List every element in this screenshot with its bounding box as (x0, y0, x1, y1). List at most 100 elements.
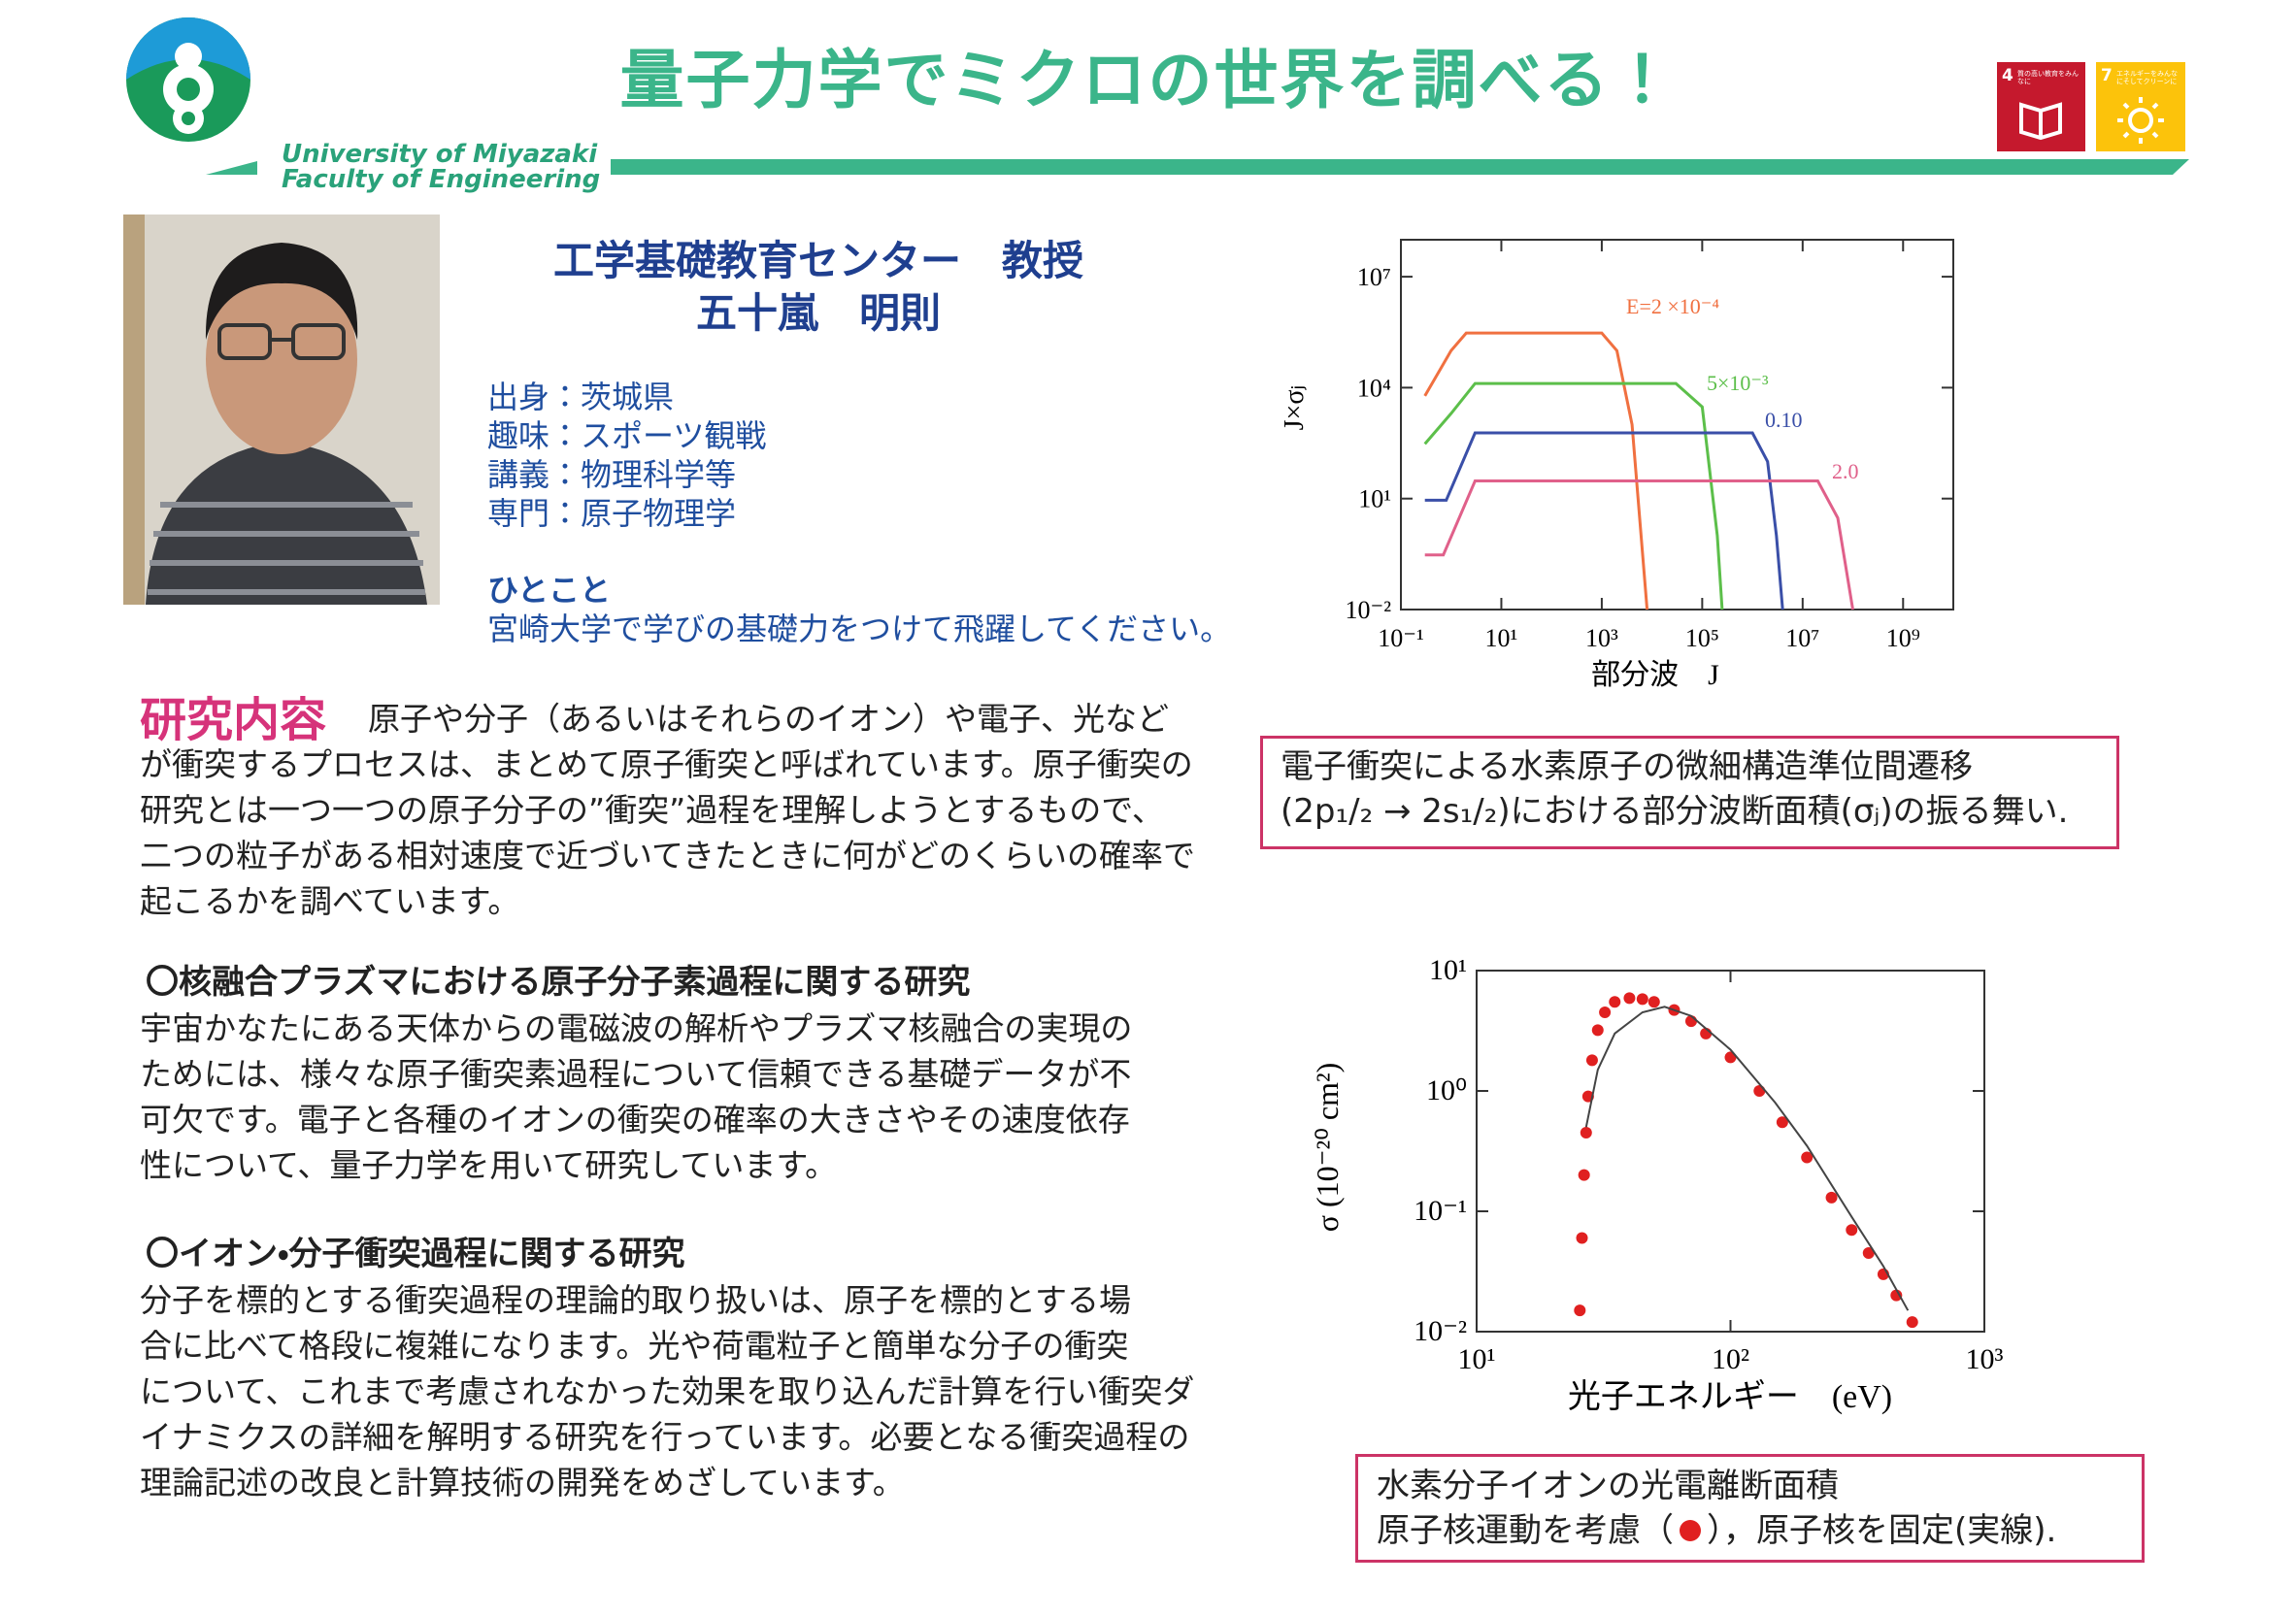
section-heading: 〇イオン・分子衝突過程に関する研究 (146, 1235, 685, 1273)
section-heading: 〇核融合プラズマにおける原子分子素過程に関する研究 (146, 963, 971, 1002)
data-point (1585, 1054, 1598, 1067)
series-line (1423, 381, 1724, 610)
body-line: 原子や分子（あるいはそれらのイオン）や電子、光など (368, 700, 1169, 738)
x-axis-label: 光子エネルギー (eV) (1568, 1378, 1892, 1415)
x-axis-label: 部分波 J (1591, 659, 1719, 691)
caption-line: (2p₁/₂ → 2s₁/₂)における部分波断面積(σⱼ)の振る舞い. (1281, 792, 2069, 831)
y-tick-label: 10⁻¹ (1414, 1195, 1467, 1227)
y-tick-label: 10⁷ (1357, 263, 1391, 291)
plot-frame (1476, 970, 1985, 1333)
y-axis-label: J×σⱼ (1280, 385, 1310, 431)
body-line: イナミクスの詳細を解明する研究を行っています。必要となる衝突過程の (140, 1418, 1190, 1456)
body-line: 宇宙かなたにある天体からの電磁波の解析やプラズマ核融合の実現の (140, 1009, 1133, 1047)
profile-detail: 趣味：スポーツ観戦 (487, 417, 767, 454)
series-label: 5×10⁻³ (1707, 371, 1769, 395)
y-tick-label: 10¹ (1358, 485, 1391, 513)
body-line: 分子を標的とする衝突過程の理論的取り扱いは、原子を標的とする場 (140, 1281, 1132, 1319)
chart: 10⁻¹ 10¹ 10³ 10⁵ 10⁷ 10⁹ 10⁻² 10¹ 10⁴ 10⁷ 部分波 J J×σ… (1280, 239, 1954, 691)
sdg-7-sun (2117, 97, 2164, 144)
logo (126, 17, 250, 142)
body-line: 二つの粒子がある相対速度で近づいてきたときに何がどのくらいの確率で (140, 837, 1196, 874)
y-tick-label: 10⁻² (1345, 596, 1391, 624)
logo-text: University of Miyazaki (282, 140, 598, 169)
body-line: 性について、量子力学を用いて研究しています。 (140, 1146, 838, 1184)
series-label: 0.10 (1765, 408, 1803, 432)
y-tick-label: 10⁴ (1357, 374, 1391, 402)
x-tick-label: 10³ (1585, 624, 1618, 652)
data-point (1623, 992, 1636, 1005)
body-line: 研究とは一つ一つの原子分子の”衝突”過程を理解しようとするもので、 (140, 791, 1164, 829)
y-tick-label: 10¹ (1429, 954, 1467, 986)
profile-detail: 出身：茨城県 (487, 379, 675, 415)
data-point (1599, 1006, 1612, 1019)
caption-line: 原子核運動を考慮（ (1377, 1511, 1674, 1550)
caption-box (1260, 736, 2119, 849)
message: 宮崎大学で学びの基礎力をつけて飛躍してください。 (487, 610, 1232, 647)
data-point (1580, 1127, 1592, 1139)
profile-detail: 専門：原子物理学 (487, 495, 737, 532)
data-point (1591, 1024, 1604, 1037)
data-point (1825, 1191, 1838, 1204)
series-line (1423, 331, 1649, 610)
x-tick-label: 10² (1712, 1343, 1749, 1375)
data-point (1753, 1085, 1766, 1097)
legend-marker (1680, 1520, 1701, 1541)
data-point (1890, 1289, 1903, 1302)
person-name: 五十嵐 明則 (695, 289, 942, 337)
y-axis-label: σ (10⁻²⁰ cm²) (1310, 1063, 1345, 1233)
sdg-number: 4 (2002, 66, 2013, 85)
message-heading: ひとこと (487, 572, 612, 609)
data-point (1574, 1304, 1586, 1317)
sdg-number: 7 (2101, 66, 2113, 85)
series-line (1424, 431, 1784, 610)
stripe-tip (206, 161, 257, 175)
data-point (1636, 993, 1648, 1006)
sdg-7-icon (2096, 62, 2185, 151)
plot-frame (1400, 239, 1954, 610)
sdg-label: エネルギーをみんなにそしてクリーンに (2116, 70, 2178, 86)
data-point (1576, 1232, 1588, 1244)
x-tick-label: 10¹ (1485, 624, 1518, 652)
research-heading: 研究内容 (140, 693, 327, 747)
data-point (1801, 1151, 1814, 1164)
header-stripe (611, 159, 2189, 175)
series-label: E=2 ×10⁻⁴ (1626, 294, 1719, 318)
x-tick-label: 10⁵ (1685, 624, 1719, 652)
series-label: 2.0 (1832, 459, 1859, 483)
data-point (1647, 996, 1660, 1008)
body-line: 起こるかを調べています。 (140, 882, 520, 920)
data-point (1862, 1247, 1875, 1260)
x-tick-label: 10¹ (1458, 1343, 1496, 1375)
affiliation: 工学基礎教育センター 教授 (552, 237, 1084, 284)
logo-text: Faculty of Engineering (282, 165, 601, 194)
x-tick-label: 10³ (1966, 1343, 2004, 1375)
body-line: が衝突するプロセスは、まとめて原子衝突と呼ばれています。原子衝突の (140, 745, 1193, 783)
data-point (1578, 1169, 1590, 1181)
caption-line: 水素分子イオンの光電離断面積 (1377, 1467, 1839, 1505)
y-tick-label: 10⁻² (1414, 1315, 1467, 1347)
data-point (1906, 1316, 1918, 1329)
series-line (1424, 479, 1854, 610)
data-point (1846, 1224, 1858, 1237)
x-tick-label: 10⁹ (1886, 624, 1920, 652)
caption-line: ），原子核を固定(実線). (1707, 1511, 2057, 1550)
portrait-photo (123, 214, 440, 605)
chart: 10¹ 10² 10³ 10⁻² 10⁻¹ 10⁰ 10¹ 光子エネルギー (eV) σ (10… (1310, 954, 2004, 1415)
body-line: 理論記述の改良と計算技術の開発をめざしています。 (140, 1464, 905, 1502)
data-point (1776, 1116, 1788, 1129)
body-line: について、これまで考慮されなかった効果を取り込んだ計算を行い衝突ダ (140, 1372, 1195, 1410)
body-line: ためには、様々な原子衝突素過程について信頼できる基礎データが不 (140, 1055, 1132, 1093)
body-line: 合に比べて格段に複雑になります。光や荷電粒子と簡単な分子の衝突 (140, 1327, 1129, 1365)
caption-line: 電子衝突による水素原子の微細構造準位間遷移 (1281, 747, 1973, 786)
y-tick-label: 10⁰ (1426, 1074, 1467, 1106)
data-point (1609, 996, 1621, 1008)
body-line: 可欠です。電子と各種のイオンの衝突の確率の大きさやその速度依存 (140, 1101, 1130, 1138)
caption-box (1355, 1454, 2145, 1563)
page-title: 量子力学でミクロの世界を調べる！ (619, 43, 1677, 117)
sdg-label: 質の高い教育をみんなに (2017, 70, 2079, 86)
sdg-4-book (2019, 102, 2062, 141)
profile-detail: 講義：物理科学等 (487, 456, 737, 493)
series-line (1584, 1006, 1910, 1311)
